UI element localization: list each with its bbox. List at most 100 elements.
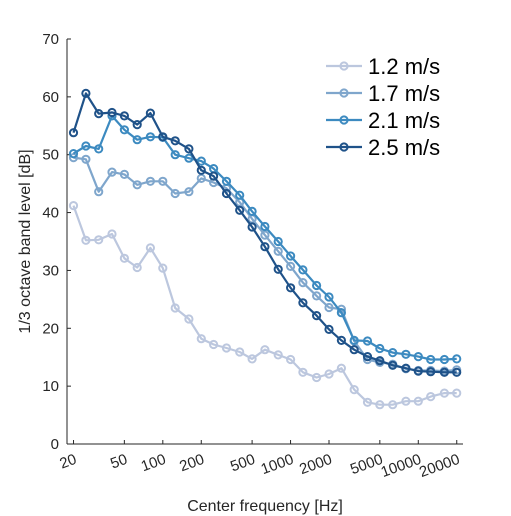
data-point — [413, 352, 423, 362]
data-point — [260, 230, 270, 240]
data-point — [375, 343, 385, 354]
data-point — [119, 111, 130, 121]
data-point — [170, 303, 180, 313]
data-point — [68, 201, 79, 211]
y-tick-label: 60 — [42, 89, 59, 106]
data-point — [94, 235, 104, 245]
data-point — [107, 167, 117, 177]
data-point — [312, 311, 322, 321]
y-tick-label: 30 — [42, 262, 59, 279]
data-point — [119, 169, 130, 179]
data-point — [184, 153, 194, 163]
x-tick-label: 2000 — [297, 451, 334, 478]
data-point — [452, 354, 462, 364]
data-point — [68, 153, 79, 163]
data-point — [260, 221, 270, 232]
data-point — [235, 190, 245, 200]
data-point — [94, 187, 104, 197]
legend-swatch-marker — [339, 88, 349, 98]
x-tick-label: 1000 — [259, 451, 296, 478]
data-point — [375, 400, 385, 410]
x-tick-label: 100 — [139, 451, 168, 476]
data-point — [235, 347, 245, 357]
data-point — [439, 354, 449, 365]
data-point — [170, 188, 180, 199]
data-point — [336, 308, 346, 318]
data-point — [184, 187, 194, 197]
data-point — [439, 367, 449, 377]
legend-swatch-marker — [339, 115, 349, 125]
data-point — [196, 334, 206, 344]
data-point — [286, 283, 296, 293]
series-2 — [68, 153, 462, 376]
data-point — [324, 369, 334, 379]
data-point — [196, 165, 206, 175]
data-point — [94, 144, 104, 154]
data-point — [336, 335, 346, 345]
legend-label: 2.1 m/s — [368, 108, 440, 133]
legend-label: 1.2 m/s — [368, 54, 440, 79]
data-point — [349, 385, 359, 395]
data-point — [401, 363, 411, 373]
series-line — [72, 92, 457, 374]
data-point — [273, 236, 283, 247]
data-point — [324, 324, 334, 334]
data-point — [68, 149, 79, 159]
series-4 — [68, 88, 462, 377]
data-point — [273, 264, 283, 274]
data-point — [221, 343, 232, 353]
x-tick-label: 20000 — [417, 451, 462, 481]
data-point — [119, 125, 130, 135]
data-point — [401, 396, 411, 406]
data-point — [312, 280, 322, 291]
data-point — [286, 261, 296, 271]
data-point — [273, 350, 283, 360]
data-point — [362, 352, 373, 362]
series-line — [72, 114, 457, 361]
data-point — [413, 396, 423, 406]
x-tick-label: 50 — [108, 451, 129, 473]
data-point — [413, 366, 423, 376]
data-point — [312, 291, 322, 301]
data-point — [235, 205, 245, 215]
data-point — [81, 141, 91, 151]
data-point — [349, 335, 359, 345]
data-point — [184, 314, 194, 324]
series-3 — [68, 111, 462, 365]
data-point — [132, 120, 142, 130]
data-point — [145, 132, 155, 142]
data-point — [452, 367, 462, 377]
legend-swatch-marker — [339, 142, 349, 152]
legend-item: 1.7 m/s — [326, 81, 440, 106]
x-tick-label: 500 — [228, 451, 257, 476]
data-point — [158, 132, 168, 142]
data-point — [158, 263, 168, 273]
legend: 1.2 m/s1.7 m/s2.1 m/s2.5 m/s — [326, 54, 440, 160]
data-point — [388, 348, 398, 358]
data-point — [349, 345, 359, 355]
data-point — [81, 235, 91, 245]
data-point — [145, 243, 155, 253]
data-point — [426, 367, 436, 377]
data-point — [375, 356, 385, 366]
legend-item: 2.5 m/s — [326, 135, 440, 160]
data-point — [324, 302, 334, 313]
y-tick-label: 70 — [42, 31, 59, 48]
data-point — [81, 154, 91, 164]
y-tick-label: 50 — [42, 147, 59, 164]
data-point — [184, 144, 194, 154]
data-point — [68, 128, 79, 138]
data-point — [336, 363, 346, 373]
y-tick-label: 10 — [42, 378, 59, 395]
data-point — [145, 108, 155, 118]
legend-item: 1.2 m/s — [326, 54, 440, 79]
data-point — [170, 150, 180, 160]
data-point — [170, 136, 180, 146]
data-point — [132, 135, 142, 145]
data-point — [426, 354, 436, 365]
data-point — [362, 336, 373, 346]
data-point — [260, 345, 270, 355]
data-point — [439, 388, 449, 398]
